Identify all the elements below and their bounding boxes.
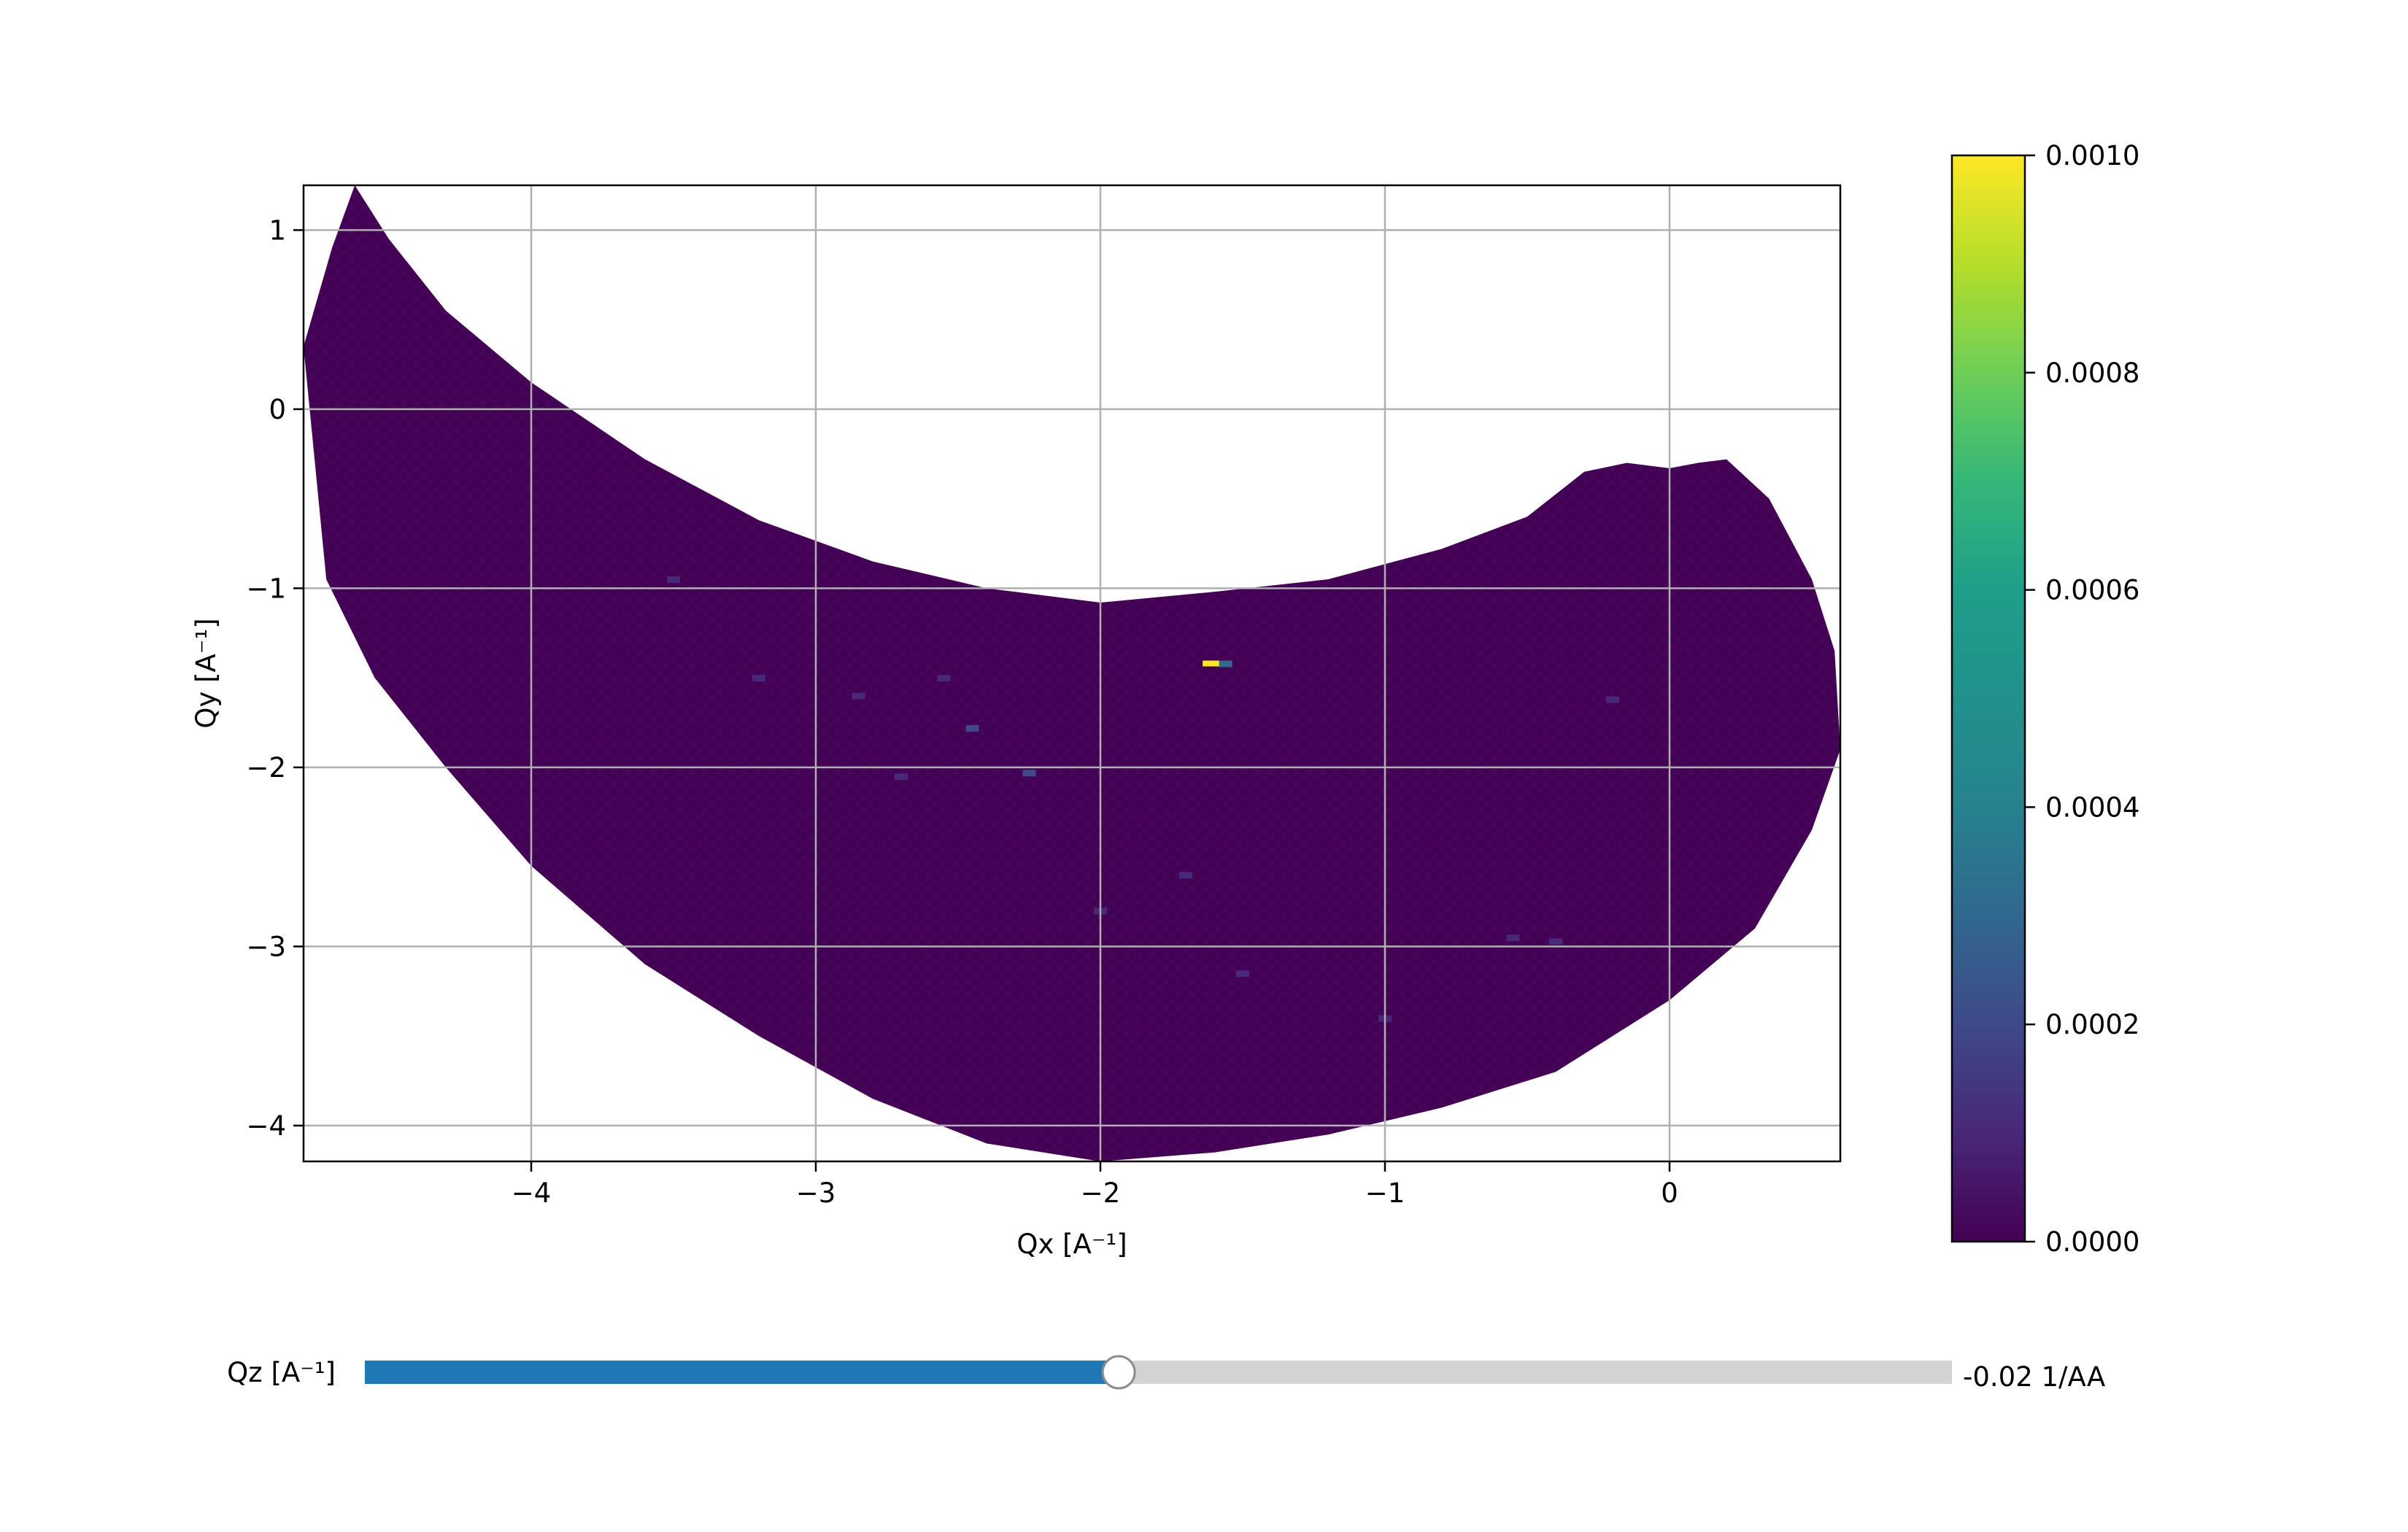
colorbar-ticks: 0.0000 0.0002 0.0004 0.0006 0.0008 0.0010 [2025, 140, 2139, 1258]
hot-pixel [1236, 970, 1249, 978]
data-region-texture [304, 185, 1840, 1161]
hot-pixel [1549, 938, 1562, 945]
y-tick-label: −4 [246, 1110, 286, 1142]
hot-pixel [895, 773, 908, 781]
grid [304, 185, 1840, 1161]
y-tick-label: 1 [269, 214, 286, 246]
y-tick-label: −2 [246, 752, 286, 784]
colorbar-tick-label: 0.0002 [2045, 1009, 2139, 1040]
hot-pixel [752, 675, 765, 682]
hot-pixel [852, 692, 865, 700]
slider-fill [365, 1361, 1119, 1384]
x-tick-label: −4 [512, 1177, 552, 1209]
hot-pixel [965, 724, 979, 732]
slider-handle[interactable] [1101, 1355, 1136, 1390]
hot-pixel [667, 576, 680, 584]
colorbar-tick-label: 0.0010 [2045, 140, 2139, 171]
colorbar [1950, 154, 2026, 1243]
x-tick-label: 0 [1661, 1177, 1678, 1209]
x-tick-label: −2 [1081, 1177, 1121, 1209]
y-tick-label: −1 [246, 573, 286, 604]
y-axis-ticks: 1 0 −1 −2 −3 −4 [246, 214, 304, 1142]
y-tick-label: −3 [246, 931, 286, 962]
colorbar-tick-label: 0.0008 [2045, 357, 2139, 389]
x-tick-label: −3 [796, 1177, 836, 1209]
x-axis-ticks: −4 −3 −2 −1 0 [512, 1161, 1678, 1209]
hot-pixel [1203, 660, 1221, 667]
slider-label: Qz [A⁻¹] [227, 1357, 336, 1388]
hot-pixel [1606, 696, 1619, 703]
heatmap [304, 185, 1840, 1161]
colorbar-tick-label: 0.0004 [2045, 792, 2139, 823]
hot-pixel [937, 675, 951, 682]
x-axis-label: Qx [A⁻¹] [1016, 1229, 1127, 1260]
y-tick-label: 0 [269, 394, 286, 425]
hot-pixel [1219, 660, 1232, 668]
axes-frame [302, 184, 1842, 1163]
hot-pixel [1179, 872, 1192, 879]
colorbar-tick-label: 0.0000 [2045, 1226, 2139, 1258]
hot-pixel [1022, 770, 1036, 777]
slider-value: -0.02 1/AA [1963, 1361, 2105, 1393]
hot-pixel [1506, 935, 1520, 942]
x-tick-label: −1 [1365, 1177, 1405, 1209]
y-axis-label: Qy [A⁻¹] [190, 618, 222, 728]
colorbar-tick-label: 0.0006 [2045, 575, 2139, 606]
